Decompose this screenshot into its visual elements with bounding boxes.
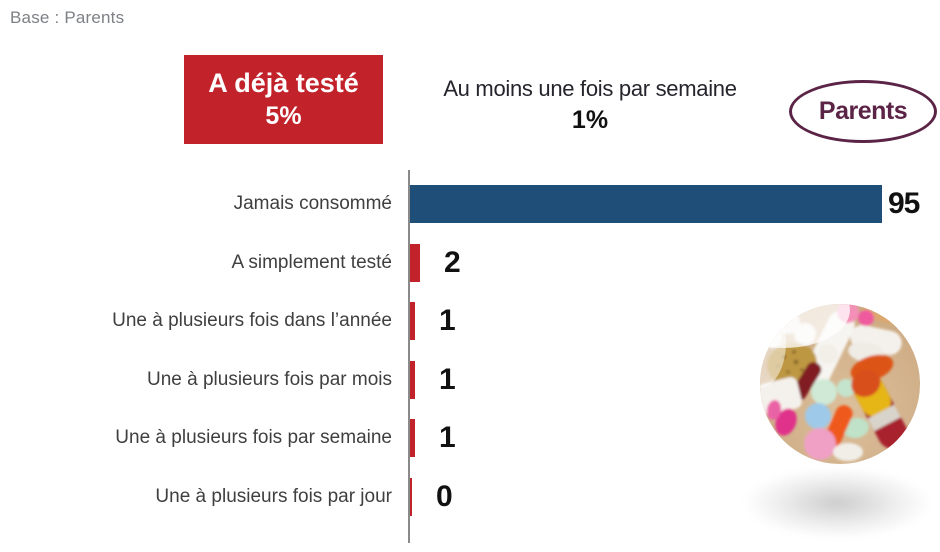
parents-badge: Parents [789,80,937,143]
pills-photo-shadow [745,468,930,538]
chart-axis [408,170,410,543]
base-note: Base : Parents [10,8,125,27]
category-label: Une à plusieurs fois par mois [147,369,392,390]
tested-badge-label: A déjà testé [208,68,359,99]
category-label: A simplement testé [231,252,392,273]
bar [410,419,415,457]
pills-photo [760,304,920,464]
category-label: Jamais consommé [233,193,392,214]
bar [410,244,420,282]
bar-value: 2 [444,246,461,279]
bar-value: 95 [888,187,920,220]
category-label: Une à plusieurs fois par jour [155,486,392,507]
weekly-note-label: Au moins une fois par semaine [443,76,737,101]
category-label: Une à plusieurs fois dans l’année [112,310,392,331]
category-label: Une à plusieurs fois par semaine [115,427,392,448]
tested-badge-value: 5% [265,101,302,130]
bar [410,185,882,223]
bar-value: 1 [439,421,456,454]
weekly-note-value: 1% [571,106,609,134]
weekly-note: Au moins une fois par semaine 1% [400,76,780,135]
bar-value: 1 [439,363,456,396]
bar-value: 1 [439,304,456,337]
bar-value: 0 [436,480,453,513]
tested-badge: A déjà testé 5% [184,55,383,144]
bar [410,302,415,340]
bar [410,478,412,516]
bar [410,361,415,399]
